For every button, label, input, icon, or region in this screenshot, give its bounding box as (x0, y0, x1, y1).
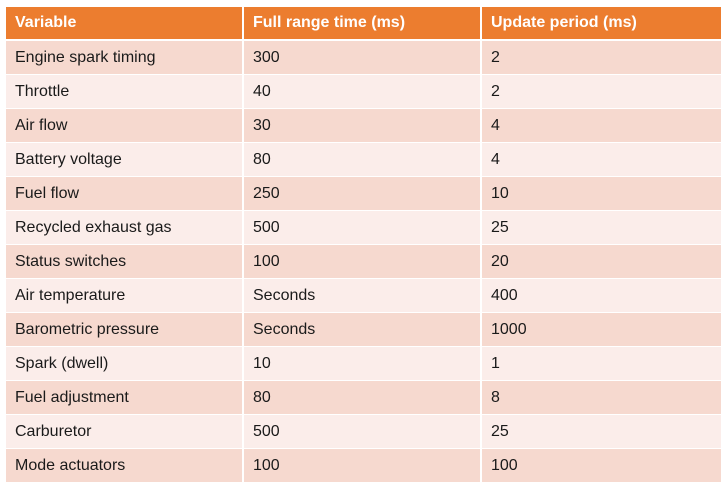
table-row: Fuel adjustment 80 8 (6, 380, 721, 415)
cell-update-period: 2 (481, 74, 721, 109)
cell-update-period: 10 (481, 176, 721, 211)
table-row: Air temperature Seconds 400 (6, 278, 721, 313)
cell-full-range-time: 100 (243, 244, 482, 279)
cell-update-period: 400 (481, 278, 721, 313)
data-table-container: Variable Full range time (ms) Update per… (6, 7, 721, 483)
cell-variable: Air flow (6, 108, 244, 143)
table-row: Carburetor 500 25 (6, 414, 721, 449)
cell-full-range-time: 30 (243, 108, 482, 143)
cell-update-period: 25 (481, 414, 721, 449)
cell-update-period: 25 (481, 210, 721, 245)
cell-update-period: 4 (481, 142, 721, 177)
cell-variable: Throttle (6, 74, 244, 109)
cell-update-period: 4 (481, 108, 721, 143)
cell-variable: Air temperature (6, 278, 244, 313)
cell-variable: Carburetor (6, 414, 244, 449)
header-update-period: Update period (ms) (481, 7, 721, 41)
cell-full-range-time: 40 (243, 74, 482, 109)
cell-variable: Barometric pressure (6, 312, 244, 347)
table-row: Air flow 30 4 (6, 108, 721, 143)
cell-variable: Status switches (6, 244, 244, 279)
cell-variable: Fuel flow (6, 176, 244, 211)
cell-variable: Mode actuators (6, 448, 244, 483)
cell-update-period: 20 (481, 244, 721, 279)
cell-full-range-time: Seconds (243, 278, 482, 313)
cell-full-range-time: 300 (243, 40, 482, 75)
cell-full-range-time: 10 (243, 346, 482, 381)
header-variable: Variable (6, 7, 244, 41)
cell-full-range-time: 80 (243, 380, 482, 415)
cell-variable: Engine spark timing (6, 40, 244, 75)
table-row: Mode actuators 100 100 (6, 448, 721, 483)
cell-update-period: 8 (481, 380, 721, 415)
cell-full-range-time: 250 (243, 176, 482, 211)
cell-variable: Spark (dwell) (6, 346, 244, 381)
cell-update-period: 100 (481, 448, 721, 483)
cell-full-range-time: Seconds (243, 312, 482, 347)
cell-full-range-time: 80 (243, 142, 482, 177)
cell-update-period: 1 (481, 346, 721, 381)
table-row: Engine spark timing 300 2 (6, 40, 721, 75)
cell-variable: Battery voltage (6, 142, 244, 177)
table-header: Variable Full range time (ms) Update per… (6, 7, 721, 41)
table-row: Recycled exhaust gas 500 25 (6, 210, 721, 245)
table-body: Engine spark timing 300 2 Throttle 40 2 … (6, 40, 721, 483)
cell-update-period: 2 (481, 40, 721, 75)
table-row: Battery voltage 80 4 (6, 142, 721, 177)
cell-full-range-time: 100 (243, 448, 482, 483)
table-row: Status switches 100 20 (6, 244, 721, 279)
table-row: Throttle 40 2 (6, 74, 721, 109)
table-row: Barometric pressure Seconds 1000 (6, 312, 721, 347)
cell-variable: Fuel adjustment (6, 380, 244, 415)
table-row: Spark (dwell) 10 1 (6, 346, 721, 381)
table-row: Fuel flow 250 10 (6, 176, 721, 211)
cell-full-range-time: 500 (243, 414, 482, 449)
cell-variable: Recycled exhaust gas (6, 210, 244, 245)
cell-update-period: 1000 (481, 312, 721, 347)
header-full-range-time: Full range time (ms) (243, 7, 482, 41)
variable-timing-table: Variable Full range time (ms) Update per… (6, 7, 721, 483)
header-row: Variable Full range time (ms) Update per… (6, 7, 721, 41)
cell-full-range-time: 500 (243, 210, 482, 245)
